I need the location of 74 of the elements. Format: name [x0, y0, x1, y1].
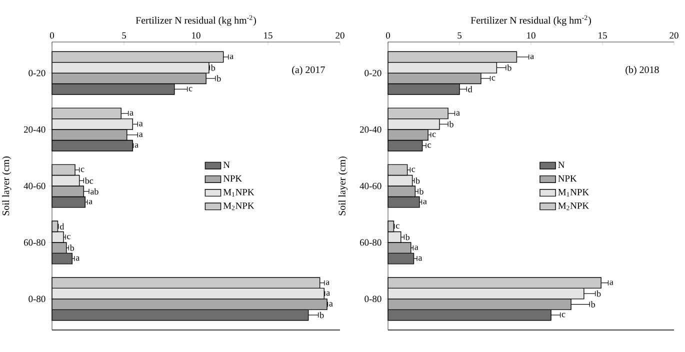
data-label: a	[456, 111, 460, 116]
data-label: c	[80, 168, 84, 172]
x-tick-label: 0	[50, 32, 54, 39]
data-label: b	[507, 64, 512, 71]
legend-label: NPK	[558, 175, 577, 182]
data-label: a	[88, 200, 92, 204]
y-tick-label: 0-80	[364, 296, 382, 302]
data-label: d	[60, 223, 64, 230]
data-label: c	[432, 132, 436, 138]
y-tick-label: 0-20	[28, 70, 46, 76]
data-label: c	[428, 143, 431, 148]
data-label: a	[139, 132, 143, 138]
data-label: b	[405, 234, 410, 240]
x-tick-label: 20	[336, 32, 344, 39]
data-label: b	[210, 64, 216, 71]
y-tick-label: 0-80	[28, 296, 46, 302]
data-label: b	[416, 177, 420, 184]
data-label: a	[610, 280, 614, 285]
legend-label: M$_{2}$NPK	[558, 202, 589, 210]
data-label: a	[414, 246, 418, 250]
data-label: c	[188, 87, 192, 92]
x-tick-label: 0	[386, 32, 390, 39]
y-tick-label: 40-60	[360, 182, 382, 190]
data-label: b	[449, 121, 454, 128]
data-label: a	[139, 122, 143, 126]
data-label: ab	[90, 188, 98, 195]
y-axis-title: Soil layer (cm)	[338, 156, 348, 216]
text: (a) 2017	[292, 66, 325, 76]
data-label: a	[418, 256, 422, 261]
x-tick-label: 5	[122, 32, 126, 39]
x-axis-title: Fertilizer N residual (kg hm$^{-2}$)	[136, 15, 256, 26]
data-label: b	[596, 290, 601, 297]
data-label: b	[70, 244, 74, 251]
legend-label: M$_{2}$NPK	[223, 202, 254, 210]
data-label: a	[134, 143, 138, 148]
x-tick-label: 15	[264, 32, 272, 39]
data-label: c	[412, 168, 416, 172]
legend-label: M$_{1}$NPK	[558, 188, 589, 196]
x-tick-label: 20	[670, 32, 678, 39]
data-label: c	[396, 224, 400, 229]
legend-label: M$_{1}$NPK	[223, 188, 254, 196]
data-label: c	[492, 76, 496, 81]
data-label: d	[468, 86, 472, 92]
y-tick-label: 40-60	[24, 182, 46, 190]
data-label: c	[67, 234, 70, 240]
data-label: b	[419, 188, 424, 195]
data-label: b	[590, 301, 595, 308]
y-tick-label: 20-40	[360, 126, 382, 133]
y-axis-title: Soil layer (cm)	[2, 156, 12, 216]
x-tick-label: 10	[192, 32, 200, 39]
data-label: c	[562, 312, 566, 318]
y-tick-label: 60-80	[24, 239, 46, 246]
y-tick-label: 20-40	[24, 126, 46, 133]
data-label: a	[423, 200, 427, 204]
legend-label: N	[223, 162, 230, 168]
data-label: b	[216, 75, 221, 82]
data-label: a	[329, 302, 333, 306]
legend-label: NPK	[223, 175, 242, 182]
text: (b) 2018	[626, 66, 659, 76]
y-tick-label: 0-20	[364, 70, 382, 76]
data-label: b	[320, 312, 324, 318]
data-label: a	[76, 256, 80, 261]
data-label: a	[326, 291, 330, 296]
data-label: a	[530, 54, 534, 60]
data-label: bc	[84, 177, 94, 184]
x-axis-title: Fertilizer N residual (kg hm$^{-2}$)	[470, 15, 591, 26]
data-label: a	[130, 111, 134, 116]
legend-label: N	[558, 162, 565, 168]
x-tick-label: 10	[527, 32, 536, 39]
x-tick-label: 15	[598, 32, 607, 39]
y-tick-label: 60-80	[360, 239, 382, 246]
data-label: a	[326, 280, 330, 285]
x-tick-label: 5	[458, 32, 462, 39]
data-label: a	[230, 54, 234, 60]
